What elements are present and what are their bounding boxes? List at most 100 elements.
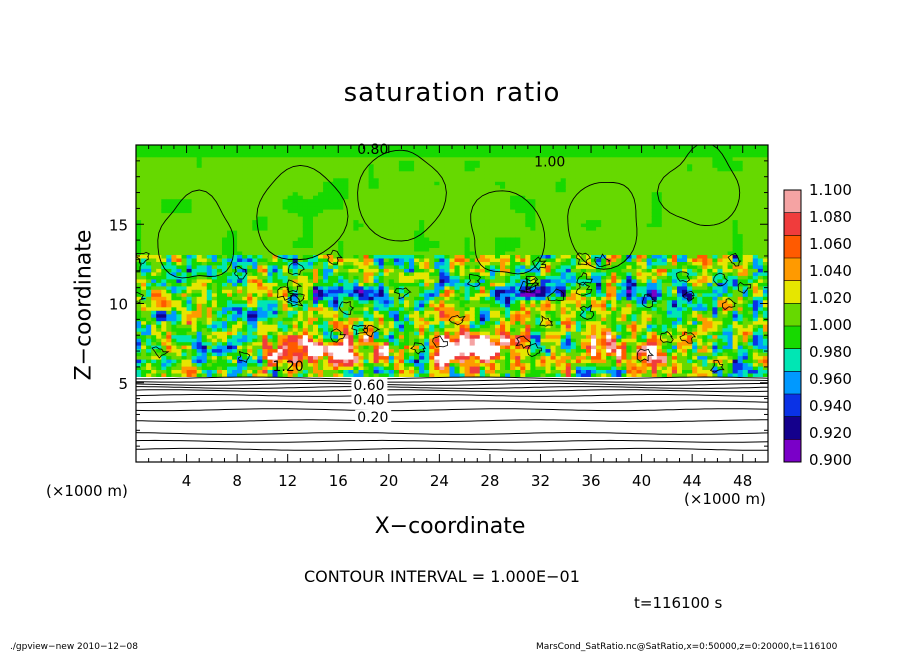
- colorbar-swatch: [784, 190, 801, 214]
- contour-line: [575, 281, 593, 296]
- contour-line: [136, 376, 768, 380]
- y-tick-label: 10: [109, 296, 128, 314]
- contour-line: [136, 386, 768, 390]
- contour-line: [288, 261, 305, 276]
- contour-line: [432, 335, 448, 348]
- contour-line: [642, 294, 657, 309]
- contour-line: [518, 280, 535, 293]
- contour-line: [682, 290, 695, 302]
- contour-line: [525, 275, 540, 291]
- contour-line: [721, 298, 738, 311]
- contour-line: [136, 379, 768, 383]
- contour-line: [136, 382, 768, 386]
- contour-line: [136, 439, 768, 443]
- contour-line: [136, 408, 768, 412]
- contour-line: [136, 400, 768, 404]
- contour-line: [136, 389, 768, 393]
- contour-label-1-00: 1.00: [534, 155, 565, 171]
- plot-area: [136, 145, 768, 462]
- colorbar-label: 1.000: [809, 316, 852, 334]
- x-tick-label: 48: [733, 472, 752, 490]
- colorbar-label: 0.900: [809, 451, 852, 469]
- contour-line: [151, 346, 170, 359]
- x-unit-right: (×1000 m): [684, 490, 766, 508]
- colorbar-label: 1.020: [809, 289, 852, 307]
- contour-line: [466, 273, 482, 288]
- colorbar-swatch: [784, 280, 801, 304]
- colorbar: 1.100 1.080 1.060 1.040 1.020 1.000 0.980 0.960…: [783, 181, 852, 469]
- contour-line: [136, 419, 768, 423]
- time-label: t=116100 s: [634, 594, 723, 612]
- contour-line: [709, 360, 725, 373]
- colorbar-swatch: [784, 371, 801, 395]
- contour-label-0-60: 0.60: [353, 378, 384, 394]
- x-tick-label: 36: [581, 472, 600, 490]
- colorbar-label: 1.060: [809, 235, 852, 253]
- x-tick-label: 24: [430, 472, 449, 490]
- contour-line: [351, 324, 369, 336]
- contour-line: [576, 272, 593, 286]
- contour-line: [594, 253, 611, 267]
- contour-label-1-20: 1.20: [273, 359, 304, 375]
- contour-line: [362, 325, 381, 338]
- chart-title: saturation ratio: [343, 78, 561, 108]
- colorbar-label: 1.040: [809, 262, 852, 280]
- x-tick-label: 20: [379, 472, 398, 490]
- colorbar-label: 0.920: [809, 424, 852, 442]
- colorbar-swatch: [784, 303, 801, 327]
- contour-line: [136, 432, 768, 435]
- contour-line: [136, 291, 146, 304]
- footer-program: ./gpview−new 2010−12−08: [10, 642, 138, 652]
- colorbar-swatch: [784, 348, 801, 372]
- contour-lines: [136, 145, 768, 451]
- saturation-field: [136, 145, 768, 377]
- footer-source: MarsCond_SatRatio.nc@SatRatio,x=0:50000,…: [536, 642, 838, 652]
- contour-line: [410, 342, 426, 355]
- colorbar-swatch: [784, 326, 801, 350]
- contour-line: [525, 277, 540, 293]
- x-axis: 4 8 12 16 20 24 28 32 36 40 44 48: [148, 145, 756, 490]
- x-tick-label: 40: [632, 472, 651, 490]
- contour-line: [157, 189, 235, 279]
- contour-line: [136, 251, 150, 264]
- contour-line: [234, 265, 248, 280]
- contour-line: [679, 331, 697, 344]
- contour-line: [531, 256, 547, 271]
- contour-line: [547, 288, 565, 302]
- contour-line: [136, 394, 768, 397]
- contour-line: [515, 335, 531, 349]
- contour-line: [656, 145, 741, 226]
- contour-line: [448, 315, 466, 326]
- contour-line: [256, 164, 349, 261]
- contour-line: [393, 287, 412, 300]
- colorbar-swatch: [784, 394, 801, 418]
- contour-line: [285, 294, 304, 307]
- contour-line: [576, 252, 592, 266]
- contour-line: [326, 249, 343, 265]
- contour-label-0-40: 0.40: [353, 392, 384, 408]
- contour-line: [737, 281, 752, 294]
- colorbar-label: 0.960: [809, 370, 852, 388]
- contour-label-0-80: 0.80: [357, 142, 388, 158]
- contour-line: [579, 304, 595, 320]
- contour-line: [567, 181, 638, 270]
- x-tick-label: 44: [683, 472, 702, 490]
- contour-line: [289, 293, 305, 304]
- x-tick-label: 16: [329, 472, 348, 490]
- x-tick-label: 4: [182, 472, 192, 490]
- contour-line: [713, 272, 729, 287]
- y-axis: 5 10 15: [109, 160, 768, 447]
- contour-line: [539, 315, 554, 327]
- x-tick-label: 32: [531, 472, 550, 490]
- contour-labels: 0.20 0.400.60 0.80 1.00 1.20: [273, 142, 566, 426]
- x-tick-label: 28: [480, 472, 499, 490]
- contour-line: [727, 253, 742, 267]
- contour-line: [357, 149, 447, 242]
- colorbar-label: 0.980: [809, 343, 852, 361]
- contour-line: [330, 328, 346, 343]
- y-tick-label: 15: [109, 216, 128, 234]
- colorbar-swatch: [784, 416, 801, 440]
- contour-label-0-20: 0.20: [357, 410, 388, 426]
- x-axis-label: X−coordinate: [374, 514, 526, 539]
